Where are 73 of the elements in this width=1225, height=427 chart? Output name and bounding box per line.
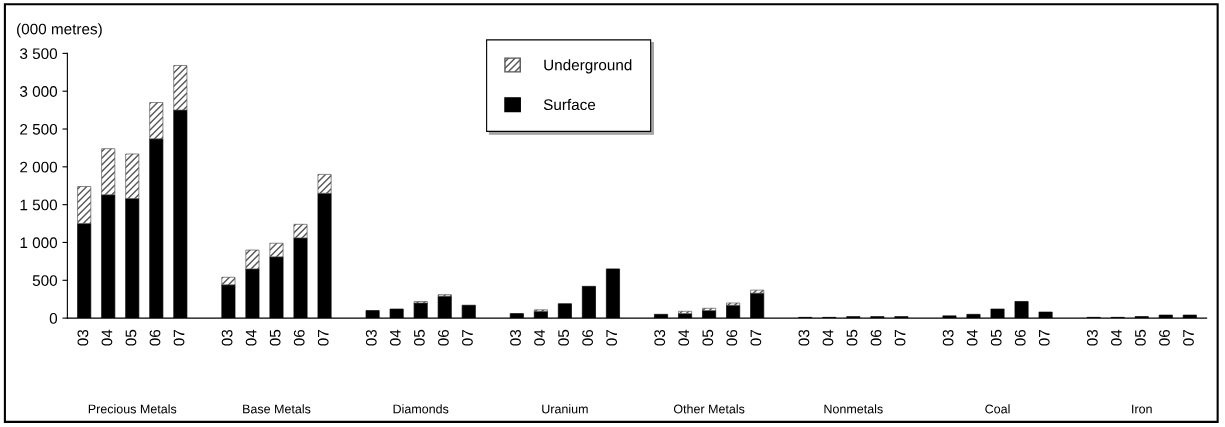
x-tick-label: 05 bbox=[702, 329, 714, 346]
x-tick-label: 03 bbox=[221, 329, 233, 346]
bar bbox=[125, 153, 140, 199]
text: Iron bbox=[1132, 404, 1152, 414]
y-tick-label: 1 500 bbox=[20, 199, 58, 211]
x-tick-label: 07 bbox=[173, 329, 185, 346]
x-tick-label: 03 bbox=[1086, 329, 1098, 346]
x-tick-label: 07 bbox=[317, 329, 329, 346]
x-tick-label: 05 bbox=[1135, 329, 1146, 346]
x-tick-label: 04 bbox=[822, 329, 834, 346]
text: Base Metals bbox=[243, 404, 311, 414]
text: Coal bbox=[985, 404, 1010, 414]
bar bbox=[293, 223, 308, 239]
legend-label: Underground bbox=[544, 59, 632, 74]
bar bbox=[750, 289, 765, 294]
x-tick-label: 03 bbox=[77, 329, 89, 346]
y-tick-label: 2 500 bbox=[20, 123, 58, 135]
x-tick-label: 05 bbox=[990, 329, 1002, 346]
x-tick-label: 05 bbox=[558, 329, 569, 346]
x-tick-label: 04 bbox=[966, 329, 978, 346]
x-tick-label: 06 bbox=[438, 329, 449, 346]
x-tick-label: 06 bbox=[293, 329, 305, 346]
bar bbox=[269, 242, 284, 258]
text: Nonmetals bbox=[824, 404, 883, 414]
x-tick-label: 03 bbox=[654, 329, 666, 346]
x-tick-label: 06 bbox=[1014, 329, 1026, 346]
y-tick-label: 500 bbox=[32, 275, 58, 286]
x-tick-label: 04 bbox=[245, 329, 257, 346]
y-tick-label: 3 000 bbox=[20, 86, 58, 97]
legend-label: Surface bbox=[543, 98, 596, 111]
text: Precious Metals bbox=[88, 404, 177, 414]
bar bbox=[221, 276, 236, 286]
y-tick-label: 2 000 bbox=[20, 161, 58, 173]
x-tick-label: 04 bbox=[389, 329, 401, 346]
x-tick-label: 03 bbox=[942, 329, 954, 346]
x-tick-label: 06 bbox=[582, 329, 594, 346]
x-tick-label: 07 bbox=[606, 329, 618, 346]
x-tick-label: 03 bbox=[798, 329, 810, 346]
text: Other Metals bbox=[673, 404, 745, 414]
bar bbox=[173, 65, 188, 111]
text: Uranium bbox=[542, 404, 588, 414]
x-tick-label: 03 bbox=[510, 329, 521, 346]
bar bbox=[245, 249, 260, 270]
bar bbox=[702, 307, 717, 311]
x-tick-label: 04 bbox=[101, 329, 113, 346]
y-axis-title: (000 metres) bbox=[17, 23, 102, 38]
x-tick-label: 05 bbox=[413, 329, 425, 346]
bar bbox=[678, 310, 693, 314]
x-tick-label: 03 bbox=[365, 329, 377, 346]
x-tick-label: 04 bbox=[534, 329, 545, 346]
x-tick-label: 07 bbox=[1038, 329, 1050, 346]
x-tick-label: 07 bbox=[750, 329, 762, 346]
y-tick-label: 0 bbox=[49, 312, 58, 324]
x-tick-label: 06 bbox=[1159, 329, 1170, 346]
x-tick-label: 05 bbox=[269, 329, 281, 346]
bar bbox=[101, 148, 116, 196]
y-tick-label: 3 500 bbox=[20, 48, 58, 60]
x-tick-label: 06 bbox=[870, 329, 882, 346]
y-tick-label: 1 000 bbox=[20, 237, 58, 249]
x-tick-label: 06 bbox=[149, 329, 161, 346]
x-tick-label: 05 bbox=[125, 329, 137, 346]
x-tick-label: 06 bbox=[726, 329, 738, 346]
bar bbox=[149, 102, 164, 140]
text: Diamonds bbox=[393, 404, 449, 414]
x-tick-label: 07 bbox=[894, 329, 906, 346]
x-tick-label: 04 bbox=[678, 329, 690, 346]
x-tick-label: 04 bbox=[1110, 329, 1122, 346]
x-tick-label: 05 bbox=[846, 329, 858, 346]
bar bbox=[317, 174, 332, 194]
x-tick-label: 07 bbox=[1183, 329, 1194, 346]
bar bbox=[77, 186, 92, 224]
bar bbox=[726, 302, 741, 306]
x-tick-label: 07 bbox=[462, 329, 473, 346]
